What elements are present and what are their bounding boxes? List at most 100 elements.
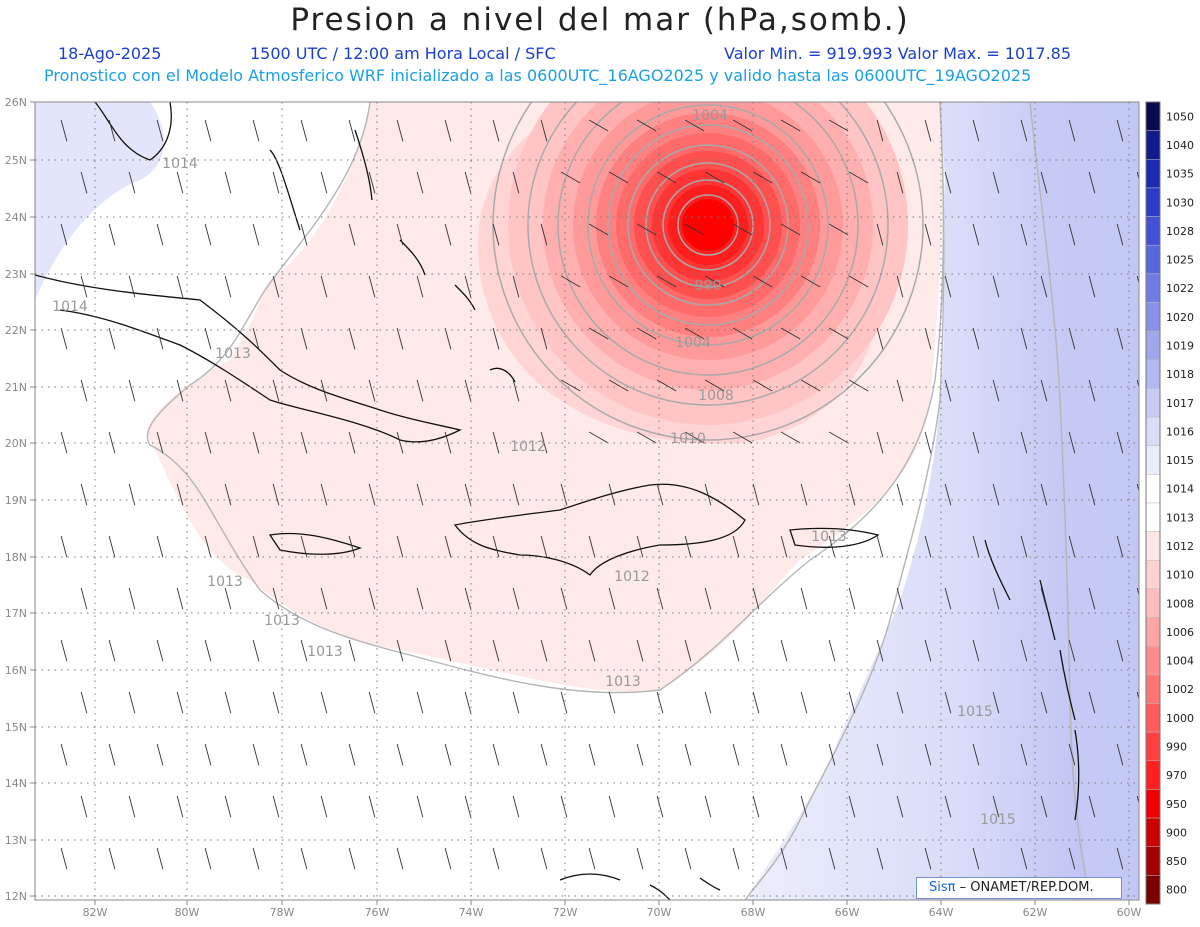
colorbar-label: 1022	[1166, 282, 1194, 295]
wind-barb	[944, 587, 952, 610]
wind-barb	[272, 483, 280, 506]
contour-label: 1013	[207, 574, 243, 590]
wind-barb	[636, 639, 644, 662]
wind-barb	[560, 171, 581, 184]
wind-barb	[896, 795, 904, 818]
wind-barb	[368, 483, 376, 506]
wind-barb	[80, 795, 88, 818]
lat-label: 21N	[5, 381, 27, 394]
coast-lesser-antilles	[984, 539, 1080, 821]
wind-barb	[108, 847, 116, 870]
wind-barb	[656, 795, 664, 818]
coast-turks	[489, 367, 516, 383]
wind-barb	[1020, 223, 1028, 246]
wind-barb	[224, 795, 232, 818]
wind-barb	[512, 795, 520, 818]
wind-barb	[848, 171, 869, 184]
wind-barb	[320, 171, 328, 194]
wind-barb	[252, 119, 260, 142]
wind-barb	[492, 743, 500, 766]
lon-label: 68W	[741, 906, 766, 919]
wind-barb	[128, 379, 136, 402]
wind-barb	[176, 379, 184, 402]
wind-barb	[636, 743, 644, 766]
wind-barb	[752, 587, 760, 610]
wind-barb	[684, 743, 692, 766]
wind-barb	[1068, 431, 1076, 454]
colorbar-swatch	[1145, 817, 1161, 847]
wind-barb	[972, 327, 980, 350]
wind-barb	[924, 119, 932, 142]
wind-barb	[540, 847, 548, 870]
wind-barb	[176, 483, 184, 506]
wind-barb	[560, 795, 568, 818]
wind-barb	[848, 275, 869, 288]
wind-barb	[1116, 743, 1124, 766]
wind-barb	[780, 535, 788, 558]
wind-barb	[128, 691, 136, 714]
wind-barb	[156, 431, 164, 454]
hurricane-low-rings	[492, 102, 924, 441]
contour-label: 1013	[605, 674, 641, 690]
wind-barb	[300, 327, 308, 350]
wind-barb	[684, 431, 705, 444]
wind-barb	[924, 535, 932, 558]
wind-barb	[684, 223, 705, 236]
colorbar-swatch	[1145, 674, 1161, 704]
wind-barb	[896, 379, 904, 402]
wind-barb	[492, 119, 500, 142]
wind-barb	[704, 587, 712, 610]
lon-label: 78W	[270, 906, 295, 919]
wind-barb	[992, 691, 1000, 714]
wind-barb	[252, 535, 260, 558]
wind-barb	[512, 171, 520, 194]
wind-barb	[204, 743, 212, 766]
wind-barb	[444, 847, 452, 870]
contour-label: 1013	[307, 644, 343, 660]
wind-barb	[272, 691, 280, 714]
colorbar-swatch	[1145, 846, 1161, 876]
wind-barb	[876, 223, 884, 246]
colorbar-label: 1017	[1166, 397, 1194, 410]
wind-barb	[176, 691, 184, 714]
wind-barb	[80, 171, 88, 194]
wind-barb	[972, 119, 980, 142]
wind-barb	[752, 795, 760, 818]
isobars	[146, 102, 1091, 900]
wind-barb	[752, 171, 773, 184]
wind-barb	[972, 847, 980, 870]
longitude-labels: 82W 80W 78W 76W 74W 72W 70W 68W 66W 64W 62W 60W	[83, 900, 1142, 919]
wind-barb	[1088, 171, 1096, 194]
wind-barb	[396, 327, 404, 350]
wind-barb	[348, 847, 356, 870]
coast-jamaica	[268, 532, 362, 555]
wind-barb	[704, 691, 712, 714]
wind-barb	[60, 223, 68, 246]
wind-barb	[780, 119, 801, 132]
colorbar-swatch	[1145, 273, 1161, 303]
wind-barb	[972, 223, 980, 246]
wind-barb	[992, 379, 1000, 402]
colorbar-label: 1016	[1166, 425, 1194, 438]
wind-barb	[128, 795, 136, 818]
contour-label: 1004	[675, 335, 711, 351]
wind-barb	[204, 327, 212, 350]
wind-barb	[896, 171, 904, 194]
wind-barb	[540, 535, 548, 558]
model-init-info: Pronostico con el Modelo Atmosferico WRF…	[44, 66, 1032, 85]
wind-barb	[588, 327, 609, 340]
colorbar-swatch	[1145, 645, 1161, 676]
wind-barb	[348, 639, 356, 662]
wind-barb	[512, 587, 520, 610]
lat-label: 15N	[5, 721, 27, 734]
lon-label: 64W	[929, 906, 954, 919]
colorbar-swatch	[1145, 703, 1161, 733]
colorbar-label: 1035	[1166, 168, 1194, 181]
colorbar-label: 1008	[1166, 597, 1194, 610]
wind-barb	[224, 171, 232, 194]
wind-barb	[1040, 379, 1048, 402]
wind-barb	[608, 587, 616, 610]
wind-barb	[80, 483, 88, 506]
wind-barb	[368, 587, 376, 610]
wind-barb	[944, 275, 952, 298]
